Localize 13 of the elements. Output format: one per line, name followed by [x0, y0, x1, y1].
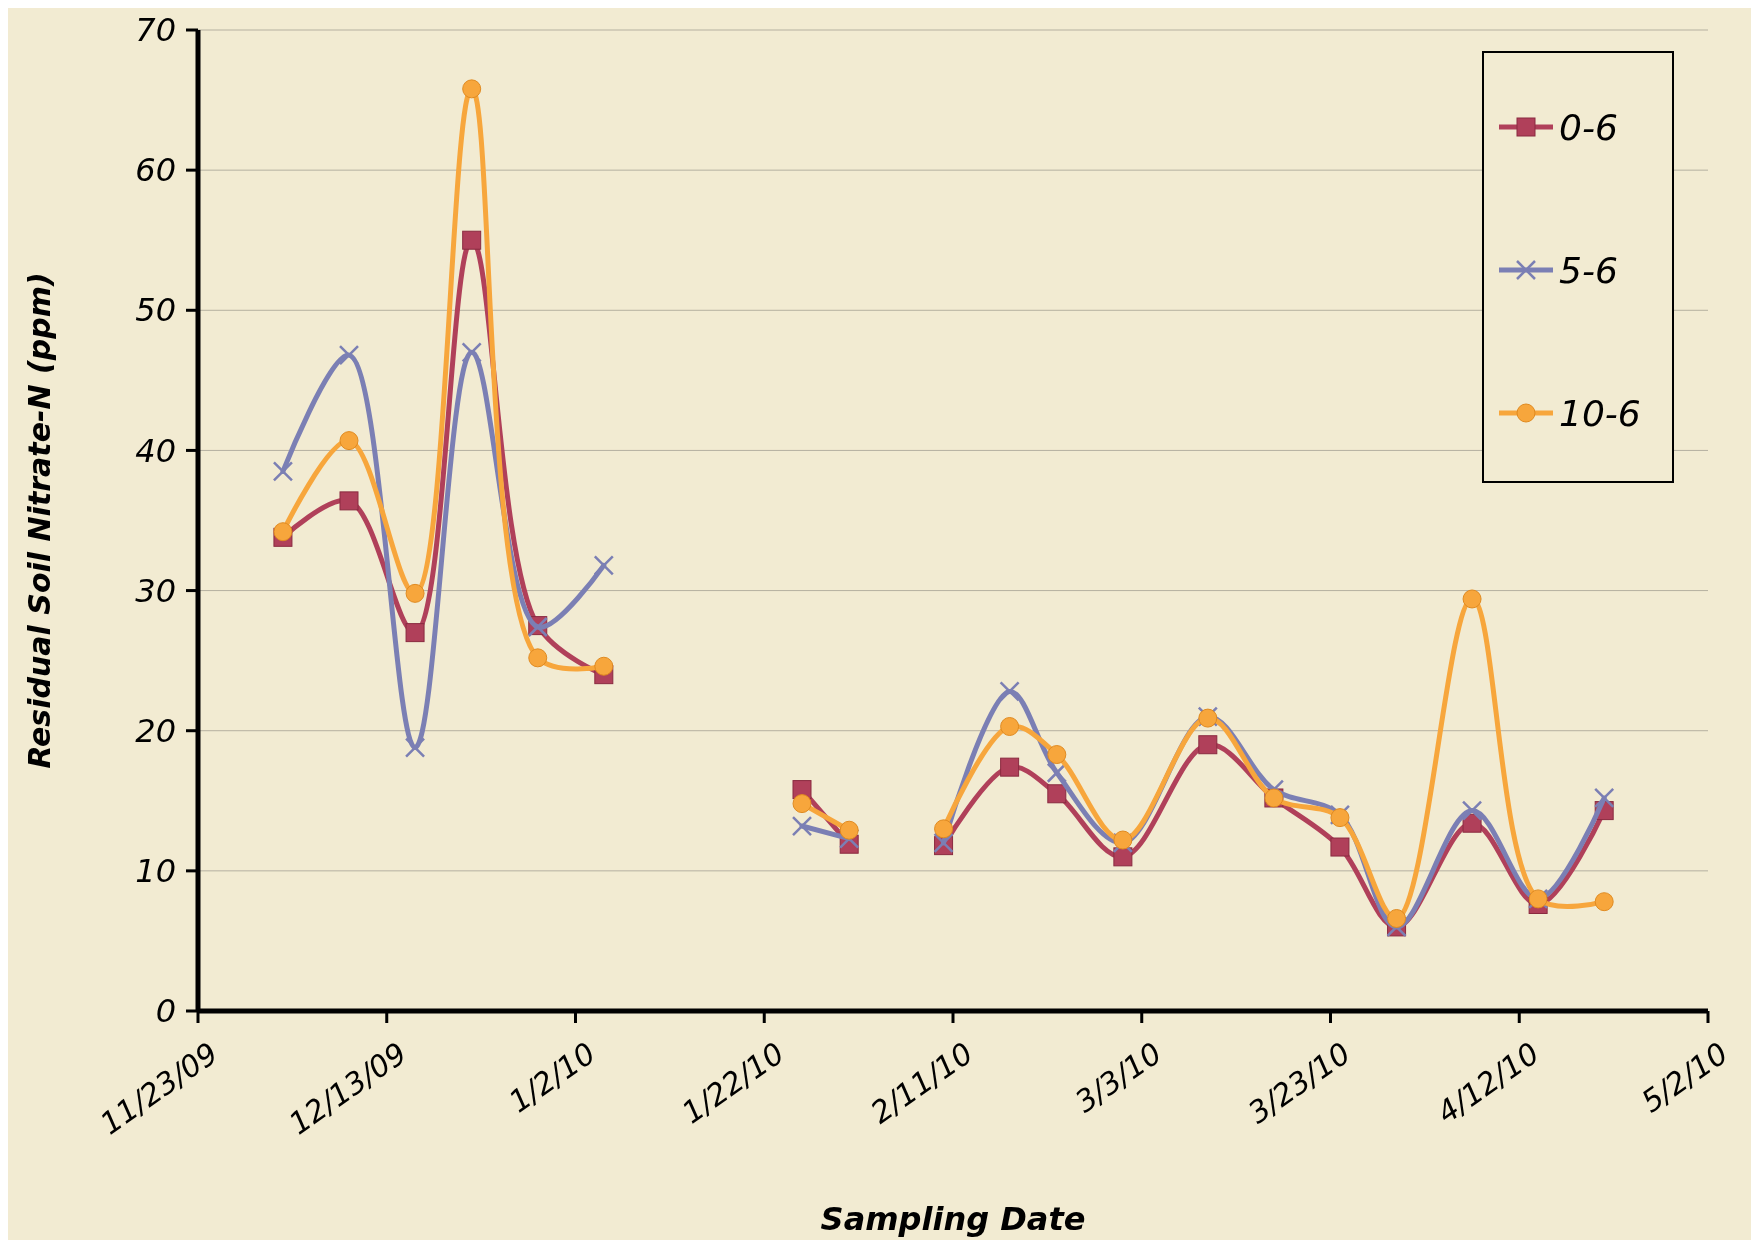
y-axis-title: Residual Soil Nitrate-N (ppm) — [22, 272, 57, 769]
legend-label: 0-6 — [1559, 106, 1618, 148]
y-tick-label: 50 — [135, 291, 176, 330]
y-tick-label: 40 — [135, 431, 176, 470]
x-axis-title: Sampling Date — [820, 1200, 1086, 1238]
y-tick-label: 0 — [155, 992, 176, 1031]
y-tick-label: 60 — [135, 151, 176, 190]
legend-label: 10-6 — [1559, 392, 1641, 434]
y-tick-label: 20 — [135, 711, 176, 750]
y-tick-label: 70 — [135, 11, 176, 50]
y-tick-label: 30 — [135, 571, 176, 610]
legend-label: 5-6 — [1559, 249, 1618, 291]
y-tick-label: 10 — [135, 852, 176, 891]
